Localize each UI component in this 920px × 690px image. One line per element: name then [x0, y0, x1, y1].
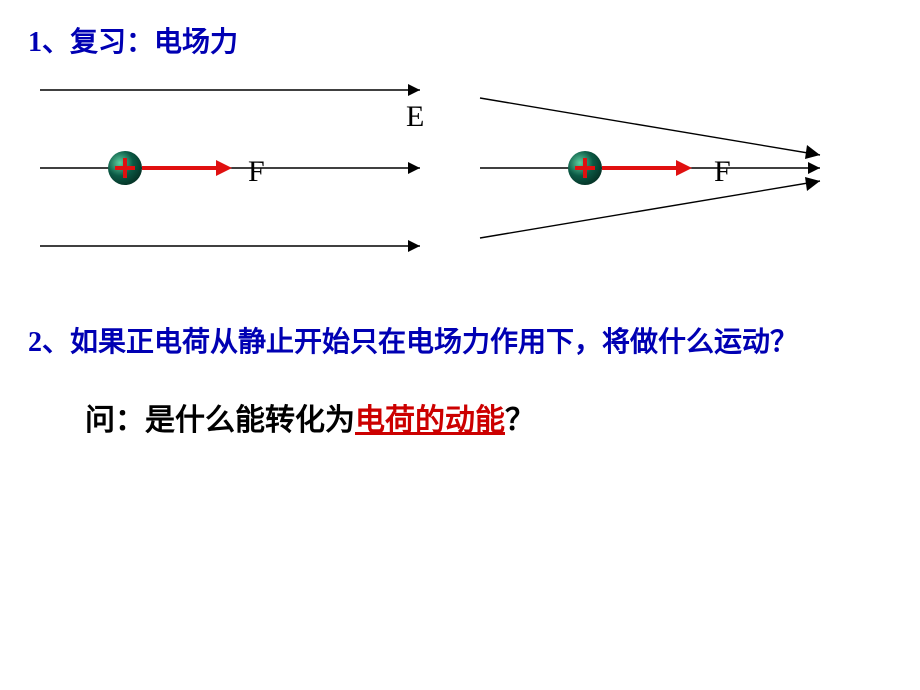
- positive-charge-right: [568, 151, 602, 185]
- question-prefix: 问：是什么能转化为: [85, 404, 355, 437]
- positive-charge-left: [108, 151, 142, 185]
- label-f-left: F: [248, 155, 265, 189]
- heading-1: 1、复习：电场力: [28, 20, 238, 60]
- force-vector-left: [142, 160, 232, 176]
- heading-2: 2、如果正电荷从静止开始只在电场力作用下，将做什么运动？: [28, 320, 798, 360]
- question-highlight: 电荷的动能: [355, 404, 505, 437]
- question-suffix: ？: [505, 404, 535, 437]
- label-f-right: F: [714, 155, 731, 189]
- question-line: 问：是什么能转化为电荷的动能？: [85, 395, 535, 439]
- force-vector-right: [602, 160, 692, 176]
- converging-field-diagram: [470, 80, 870, 260]
- label-e: E: [406, 100, 424, 134]
- uniform-field-diagram: [40, 80, 440, 260]
